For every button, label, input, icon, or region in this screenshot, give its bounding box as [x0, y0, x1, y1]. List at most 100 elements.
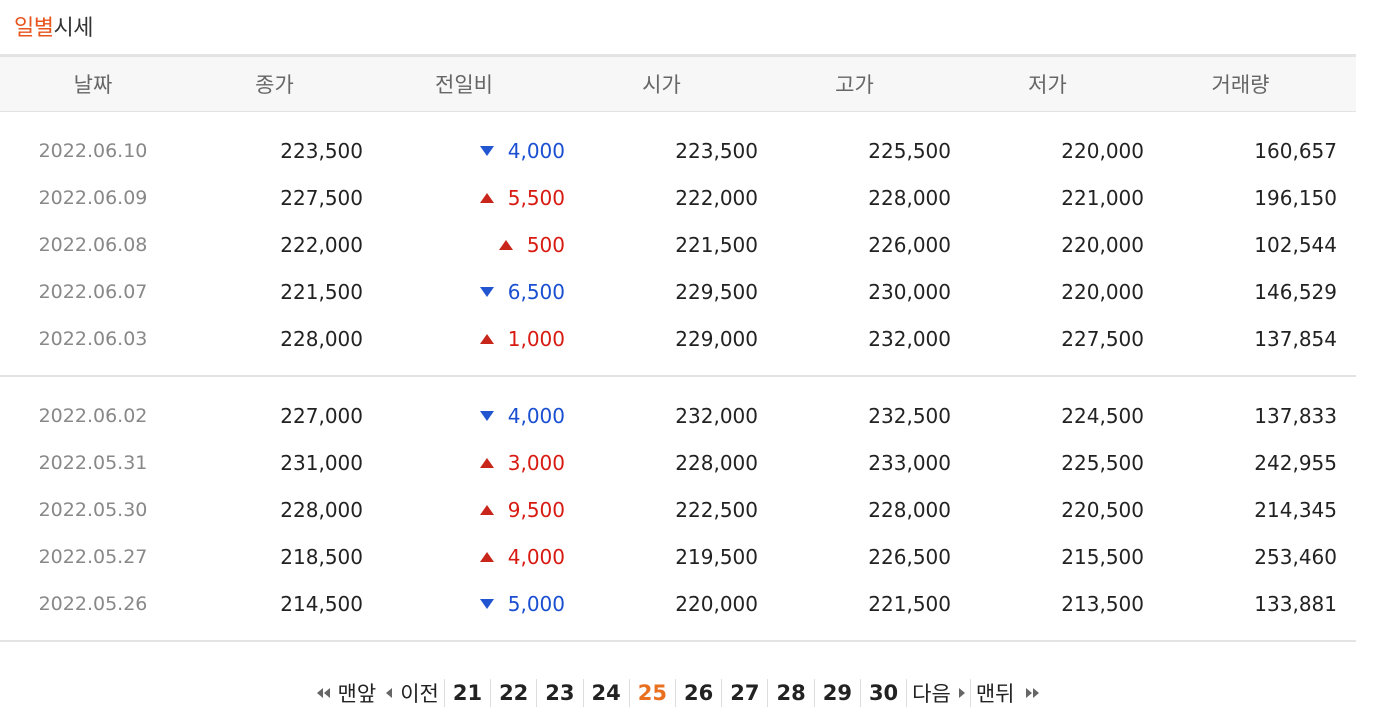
pager-divider — [767, 679, 769, 707]
cell-high: 232,500 — [868, 403, 951, 428]
pager-divider — [628, 679, 630, 707]
cell-open: 223,500 — [675, 138, 758, 163]
cell-close: 218,500 — [280, 544, 363, 569]
cell-change: 6,500 — [363, 280, 565, 304]
cell-close: 221,500 — [280, 279, 363, 304]
cell-low: 224,500 — [1061, 403, 1144, 428]
up-triangle-icon — [479, 551, 494, 562]
cell-close: 231,000 — [280, 450, 363, 475]
pager-divider — [443, 679, 445, 707]
prev-page-label: 이전 — [400, 682, 439, 706]
page-link[interactable]: 29 — [822, 681, 852, 705]
down-triangle-icon — [479, 410, 494, 421]
prev-page-link[interactable]: 이전 — [381, 678, 444, 708]
cell-date: 2022.05.31 — [38, 451, 148, 474]
change-value: 4,000 — [507, 403, 565, 428]
cell-open: 232,000 — [675, 403, 758, 428]
title-highlight: 일별 — [14, 16, 54, 41]
page-link[interactable]: 30 — [868, 681, 899, 705]
row-group: 2022.06.02 227,000 4,000 232,000 232,500 224,… — [0, 377, 1356, 642]
cell-change: 5,000 — [363, 592, 565, 616]
change-value: 5,500 — [507, 185, 565, 210]
up-triangle-icon — [479, 192, 494, 203]
cell-low: 220,000 — [1061, 232, 1144, 257]
cell-change: 5,500 — [363, 186, 565, 210]
page-link[interactable]: 27 — [730, 681, 760, 705]
up-triangle-icon — [498, 239, 513, 250]
right-arrow-icon — [958, 688, 965, 698]
cell-open: 222,500 — [675, 497, 758, 522]
cell-volume: 133,881 — [1254, 591, 1337, 616]
pager-divider — [906, 679, 908, 707]
last-page-label: 맨뒤 — [975, 682, 1015, 706]
cell-open: 228,000 — [675, 450, 758, 475]
col-header-volume: 거래량 — [1211, 73, 1270, 97]
table-row: 2022.05.27 218,500 4,000 219,500 226,500 215,… — [0, 533, 1356, 580]
cell-high: 233,000 — [868, 450, 951, 475]
table-row: 2022.05.31 231,000 3,000 228,000 233,000 225,… — [0, 439, 1356, 486]
table-header: 날짜 종가 전일비 시가 고가 저가 거래량 — [0, 54, 1356, 112]
change-value: 500 — [526, 232, 565, 257]
col-header-change: 전일비 — [435, 73, 493, 97]
page-link[interactable]: 23 — [545, 681, 575, 705]
cell-change: 9,500 — [363, 498, 565, 522]
cell-volume: 146,529 — [1254, 279, 1337, 304]
col-header-high: 고가 — [835, 73, 874, 97]
cell-date: 2022.06.03 — [38, 327, 148, 350]
cell-close: 223,500 — [280, 138, 363, 163]
cell-date: 2022.06.02 — [38, 404, 148, 427]
pager-divider — [859, 679, 861, 707]
cell-volume: 214,345 — [1254, 497, 1337, 522]
last-page-link[interactable]: 맨뒤 — [971, 678, 1045, 708]
cell-volume: 137,833 — [1254, 403, 1337, 428]
cell-high: 226,000 — [868, 232, 951, 257]
cell-change: 4,000 — [363, 139, 565, 163]
cell-high: 228,000 — [868, 497, 951, 522]
pager-divider — [721, 679, 723, 707]
down-triangle-icon — [479, 286, 494, 297]
page-link[interactable]: 25 — [637, 681, 667, 705]
page-link[interactable]: 21 — [452, 681, 483, 705]
cell-open: 220,000 — [675, 591, 758, 616]
pager-divider — [675, 679, 676, 707]
cell-date: 2022.06.08 — [38, 233, 148, 256]
page-link[interactable]: 22 — [499, 681, 529, 705]
cell-low: 227,500 — [1061, 326, 1144, 351]
table-row: 2022.05.30 228,000 9,500 222,500 228,000 220,… — [0, 486, 1356, 533]
page-link[interactable]: 28 — [776, 681, 806, 705]
cell-close: 227,500 — [280, 185, 363, 210]
table-row: 2022.06.03 228,000 1,000 229,000 232,000 227,… — [0, 315, 1356, 362]
table-row: 2022.06.07 221,500 6,500 229,500 230,000 220,… — [0, 268, 1356, 315]
change-value: 4,000 — [507, 544, 565, 569]
cell-close: 228,000 — [280, 497, 363, 522]
cell-high: 225,500 — [868, 138, 951, 163]
title-rest: 시세 — [53, 16, 93, 41]
page-title: 일별시세 — [14, 10, 93, 42]
pager-divider — [582, 679, 584, 707]
cell-change: 500 — [363, 233, 565, 257]
daily-price-table: 날짜 종가 전일비 시가 고가 저가 거래량 2022.06.10 223,500… — [0, 54, 1356, 642]
page-link[interactable]: 26 — [684, 681, 714, 705]
cell-open: 219,500 — [675, 544, 758, 569]
cell-low: 225,500 — [1061, 450, 1144, 475]
page-link[interactable]: 24 — [591, 681, 621, 705]
cell-high: 221,500 — [868, 591, 951, 616]
up-triangle-icon — [479, 504, 494, 515]
cell-high: 230,000 — [868, 279, 951, 304]
down-triangle-icon — [479, 598, 494, 609]
cell-close: 227,000 — [280, 403, 363, 428]
change-value: 9,500 — [507, 497, 565, 522]
col-header-open: 시가 — [642, 73, 681, 97]
change-value: 5,000 — [507, 591, 565, 616]
first-page-label: 맨앞 — [337, 682, 377, 706]
pagination: 맨앞 이전 21 22 23 24 25 26 27 28 29 30 다음 맨뒤 — [0, 678, 1356, 708]
cell-low: 213,500 — [1061, 591, 1144, 616]
first-page-link[interactable]: 맨앞 — [312, 678, 382, 708]
cell-volume: 242,955 — [1254, 450, 1337, 475]
next-page-link[interactable]: 다음 — [907, 678, 970, 708]
double-left-arrow-icon — [316, 688, 330, 698]
table-row: 2022.06.10 223,500 4,000 223,500 225,500 220,… — [0, 127, 1356, 174]
cell-open: 229,500 — [675, 279, 758, 304]
cell-open: 221,500 — [675, 232, 758, 257]
change-value: 6,500 — [507, 279, 565, 304]
